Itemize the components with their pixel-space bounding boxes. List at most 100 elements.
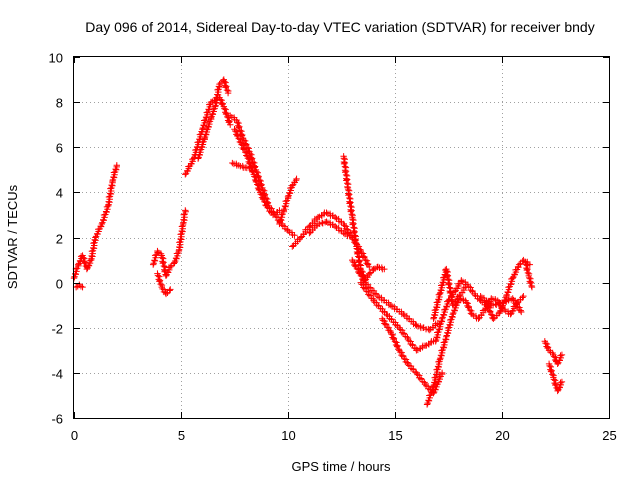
data-point: [349, 221, 356, 228]
data-point: [515, 261, 523, 268]
data-point: [466, 306, 474, 314]
data-point: [379, 317, 387, 324]
y-tick-label: 2: [56, 232, 63, 247]
data-point: [233, 131, 240, 138]
series-arc2: [149, 207, 189, 280]
data-point: [258, 194, 266, 201]
x-tick-label: 0: [71, 428, 78, 443]
data-point: [514, 303, 522, 311]
data-point: [391, 338, 399, 345]
data-point: [343, 177, 350, 184]
data-point: [446, 289, 454, 297]
data-point: [524, 269, 532, 277]
data-point: [353, 265, 361, 273]
data-point: [207, 114, 215, 122]
data-point: [252, 178, 260, 186]
data-point: [438, 315, 446, 322]
data-point: [154, 272, 162, 279]
data-point: [519, 294, 526, 301]
x-tick-label: 10: [281, 428, 295, 443]
data-point: [423, 401, 431, 408]
data-point: [345, 192, 352, 199]
data-point: [306, 229, 313, 237]
data-point: [289, 243, 296, 250]
series-arc2b: [154, 270, 174, 298]
y-tick-label: -2: [51, 322, 63, 337]
grid-lines: [74, 57, 609, 418]
data-point: [232, 127, 239, 135]
data-point: [227, 112, 234, 119]
data-point: [488, 311, 495, 318]
data-point: [222, 110, 230, 118]
data-point: [509, 274, 516, 282]
data-point: [83, 265, 91, 273]
data-point: [550, 353, 558, 360]
data-point: [548, 367, 555, 374]
data-point: [426, 326, 433, 334]
data-point: [381, 320, 388, 327]
x-tick-label: 25: [602, 428, 616, 443]
data-point: [340, 229, 347, 237]
series-arc12: [357, 279, 437, 354]
data-point: [182, 171, 189, 178]
data-point: [443, 273, 451, 280]
data-point: [477, 292, 484, 300]
data-point: [520, 292, 527, 300]
data-point: [528, 283, 536, 291]
data-point: [223, 86, 231, 94]
data-point: [413, 322, 420, 329]
data-point: [490, 315, 497, 322]
data-point: [221, 78, 228, 85]
data-point: [554, 387, 561, 395]
data-point: [229, 159, 236, 167]
y-tick-label: -6: [51, 412, 63, 427]
data-point: [550, 376, 558, 383]
data-point: [341, 169, 349, 176]
chart-title: Day 096 of 2014, Sidereal Day-to-day VTE…: [85, 19, 594, 35]
data-point: [235, 162, 242, 169]
data-point: [388, 330, 395, 338]
data-point: [280, 207, 287, 214]
y-tick-label: -4: [51, 367, 63, 382]
data-point: [552, 380, 560, 388]
data-point: [351, 261, 358, 269]
data-point: [374, 263, 382, 271]
data-point: [557, 379, 564, 386]
x-tick-label: 15: [388, 428, 402, 443]
data-point: [240, 136, 247, 144]
data-point: [549, 371, 556, 378]
data-point: [384, 323, 391, 331]
data-point: [72, 283, 80, 291]
data-point: [395, 345, 402, 353]
data-point: [449, 301, 456, 309]
data-point: [323, 209, 330, 216]
data-point: [171, 259, 178, 266]
data-point: [462, 283, 469, 291]
data-point: [92, 234, 99, 241]
data-point: [510, 296, 517, 304]
series-arc20: [545, 360, 566, 395]
data-point: [392, 341, 400, 349]
data-point: [156, 277, 164, 284]
data-point: [366, 270, 373, 277]
data-point: [182, 207, 189, 214]
data-point: [98, 220, 106, 228]
data-point: [162, 272, 170, 280]
series-arc16: [430, 265, 469, 322]
data-point: [355, 268, 362, 276]
x-tick-label: 20: [495, 428, 509, 443]
data-point: [438, 369, 446, 377]
data-point: [221, 105, 228, 112]
data-point: [239, 144, 246, 152]
data-point: [167, 286, 174, 293]
data-point: [387, 327, 394, 335]
data-point: [234, 118, 241, 126]
data-point: [113, 162, 120, 169]
data-point: [398, 351, 405, 359]
data-point: [77, 283, 85, 290]
data-point: [291, 232, 298, 239]
data-point: [543, 343, 550, 350]
data-point: [488, 295, 495, 302]
data-point: [511, 299, 519, 307]
